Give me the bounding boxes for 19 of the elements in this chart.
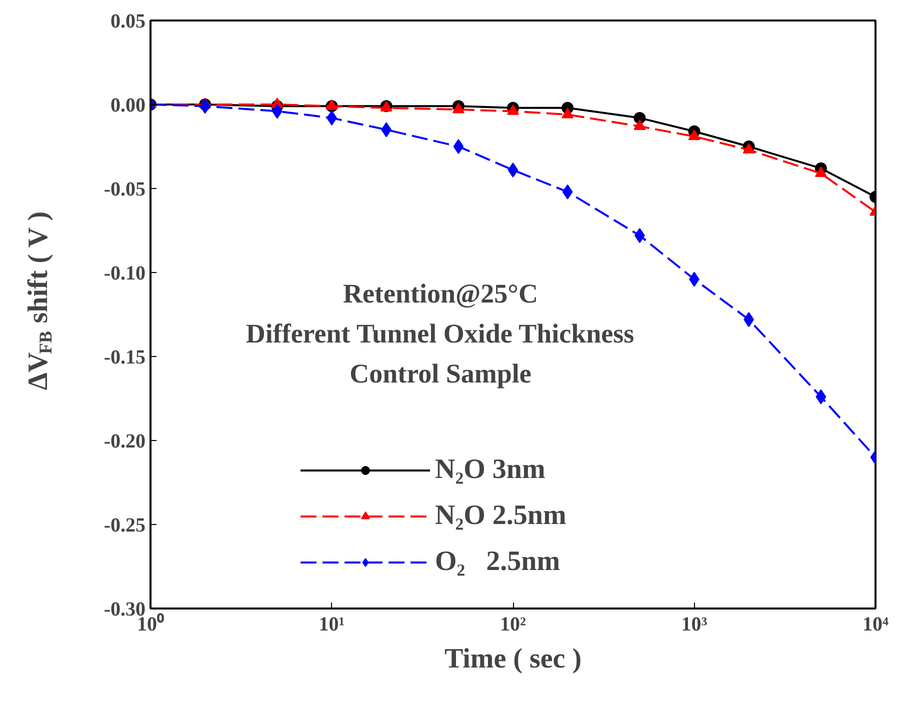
x-axis-title: Time ( sec )	[444, 644, 582, 674]
y-tick-label: -0.20	[104, 430, 146, 452]
annotation: Different Tunnel Oxide Thickness	[246, 318, 634, 348]
annotation: Retention@25°C	[343, 278, 538, 308]
y-tick-label: -0.15	[104, 346, 146, 368]
y-axis-title: ΔVFB shift ( V )	[23, 211, 56, 390]
y-tick-label: -0.10	[104, 262, 146, 284]
x-tick-label: 10²	[500, 614, 526, 636]
x-tick-label: 10¹	[318, 614, 345, 636]
x-tick-label: 10³	[681, 614, 708, 636]
y-tick-label: 0.00	[110, 94, 146, 116]
y-tick-label: -0.25	[104, 514, 146, 536]
legend-label: O₂ 2.5nm	[435, 546, 560, 578]
legend-label: N₂O 2.5nm	[435, 500, 566, 532]
x-tick-label: 10⁴	[862, 614, 888, 636]
y-tick-label: 0.05	[110, 10, 146, 32]
annotation: Control Sample	[350, 358, 532, 388]
legend-label: N₂O 3nm	[435, 454, 546, 486]
y-tick-label: -0.05	[104, 178, 146, 200]
